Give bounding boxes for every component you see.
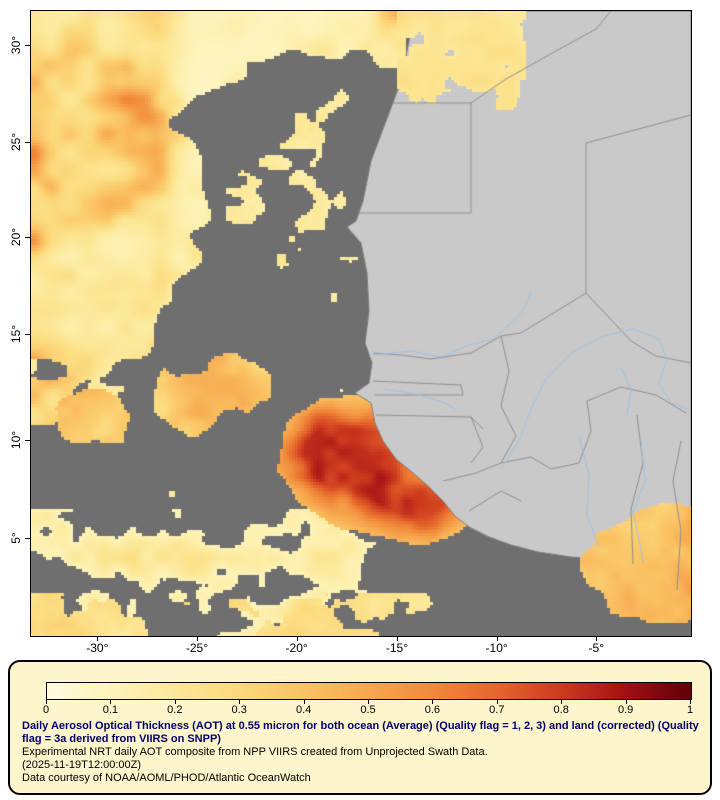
x-axis-label: -5°: [588, 641, 604, 655]
colorbar-tick-label: 0.1: [102, 704, 119, 716]
aot-map-canvas: [30, 10, 692, 637]
colorbar-tick-label: 0.9: [617, 704, 634, 716]
colorbar-tick-label: 0.6: [424, 704, 441, 716]
legend-subtitle: Experimental NRT daily AOT composite fro…: [22, 746, 488, 758]
colorbar-tick-label: 0.8: [553, 704, 569, 716]
legend-title: Daily Aerosol Optical Thickness (AOT) at…: [22, 720, 699, 745]
x-axis-tick: [396, 637, 398, 641]
x-axis-tick: [496, 637, 498, 641]
colorbar-tick: [625, 700, 627, 704]
legend-text-block: Daily Aerosol Optical Thickness (AOT) at…: [22, 720, 700, 785]
colorbar-tick: [239, 700, 241, 704]
colorbar-tick-label: 1: [686, 704, 694, 716]
x-axis-tick: [596, 637, 598, 641]
colorbar-tick: [432, 700, 434, 704]
colorbar-tick-labels: 0 0.1 0.2 0.3 0.4 0.5 0.6 0.7 0.8 0.9 1: [42, 662, 694, 720]
legend-timestamp: (2025-11-19T12:00:00Z): [22, 759, 142, 771]
colorbar-tick: [561, 700, 563, 704]
y-axis-tick: [25, 538, 30, 540]
colorbar-tick: [303, 700, 305, 704]
colorbar-tick: [496, 700, 498, 704]
colorbar-tick-label: 0.4: [295, 704, 312, 716]
legend-credit: Data courtesy of NOAA/AOML/PHOD/Atlantic…: [22, 772, 311, 784]
colorbar-tick-label: 0.2: [167, 704, 183, 716]
y-axis-tick: [25, 333, 30, 335]
y-axis-tick: [25, 236, 30, 238]
legend-panel: 0 0.1 0.2 0.3 0.4 0.5 0.6 0.7 0.8 0.9 1 Daily Aero…: [8, 660, 712, 795]
y-axis-label: 5°: [9, 532, 23, 544]
colorbar-tick: [368, 700, 369, 704]
colorbar-tick-label: 0.7: [489, 704, 505, 716]
colorbar-tick: [690, 700, 691, 704]
colorbar: [46, 682, 692, 700]
x-axis-tick: [196, 637, 198, 641]
x-axis-label: -30°: [86, 641, 109, 655]
y-axis-label: 15°: [9, 324, 23, 343]
y-axis-label: 30°: [9, 35, 23, 55]
x-axis-label: -25°: [185, 641, 209, 655]
y-axis-tick: [25, 440, 30, 441]
y-axis-label: 10°: [9, 430, 23, 450]
x-axis-label: -15°: [385, 641, 409, 655]
y-axis-label: 20°: [9, 227, 23, 246]
colorbar-tick: [110, 700, 112, 704]
x-axis-label: -20°: [285, 641, 308, 655]
colorbar-tick-label: 0: [42, 704, 50, 716]
y-axis-tick: [25, 45, 30, 46]
colorbar-tick: [46, 700, 47, 704]
x-axis-label: -10°: [485, 641, 508, 655]
map-area: 30° 25° 20° 15° 10° 5° -30° -25° -20° -15° -10° -5…: [9, 10, 692, 655]
x-axis-tick: [296, 637, 298, 641]
colorbar-tick-label: 0.5: [360, 704, 376, 716]
x-axis-tick: [97, 637, 99, 641]
colorbar-tick-label: 0.3: [231, 704, 247, 716]
colorbar-tick: [174, 700, 176, 704]
y-axis-tick: [25, 141, 30, 143]
y-axis-label: 25°: [9, 132, 23, 151]
